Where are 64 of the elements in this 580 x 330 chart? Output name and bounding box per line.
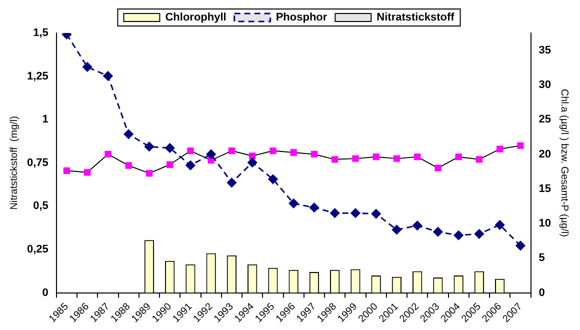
y-tick-label: 0,5 (33, 200, 48, 212)
legend-label: Chlorophyll (165, 12, 226, 24)
point (228, 147, 236, 154)
point (84, 169, 91, 176)
point (268, 174, 278, 184)
y2-tick-label: 5 (538, 252, 545, 264)
y2-axis-title: Chl.a (µg/l ) bzw. Gesamt-P (µg/l) (558, 88, 570, 237)
point (186, 160, 196, 170)
point (124, 129, 134, 139)
point (82, 62, 92, 72)
point (309, 202, 319, 212)
point (310, 150, 318, 158)
y-tick-label: 0,25 (26, 244, 48, 256)
point (516, 240, 526, 250)
point (103, 71, 113, 81)
point (270, 147, 276, 154)
legend-label: Nitratstickstoff (376, 12, 455, 24)
point (352, 155, 359, 162)
y-tick-label: 1,25 (26, 70, 48, 82)
y-tick-label: 0,75 (26, 156, 48, 169)
legend-label: Phosphor (276, 12, 328, 24)
point (288, 198, 298, 208)
y2-tick-label: 10 (538, 218, 552, 230)
point (330, 208, 340, 218)
point (414, 154, 421, 160)
point (372, 154, 380, 160)
point (371, 209, 381, 219)
point (165, 143, 175, 153)
y2-tick-label: 20 (538, 148, 552, 160)
point (350, 208, 360, 218)
y-tick-label: 1,5 (33, 27, 48, 40)
point (496, 146, 504, 152)
point (146, 170, 153, 177)
point (187, 147, 194, 154)
point (393, 155, 400, 162)
point (206, 149, 216, 159)
point (249, 152, 256, 160)
y2-tick-label: 30 (538, 78, 552, 91)
point (454, 230, 464, 240)
point (433, 227, 443, 237)
y2-tick-label: 25 (538, 114, 552, 126)
point (226, 178, 236, 188)
y2-tick-label: 15 (538, 182, 552, 195)
point (248, 158, 258, 168)
point (434, 164, 442, 172)
point (476, 156, 483, 163)
point (144, 142, 154, 152)
y2-tick-label: 0 (538, 286, 545, 299)
point (412, 220, 422, 230)
point (332, 156, 338, 163)
point (104, 150, 112, 158)
point (290, 149, 297, 156)
y-axis-title: Nitratstickstoff (mg/l) (8, 116, 20, 210)
point (125, 162, 132, 169)
point (392, 224, 402, 234)
y-tick-label: 1 (42, 114, 48, 126)
y2-tick-label: 35 (538, 44, 552, 56)
point (455, 154, 462, 160)
point (474, 229, 484, 239)
point (517, 142, 524, 149)
point (166, 161, 174, 168)
y-tick-label: 0 (42, 286, 48, 299)
point (63, 167, 70, 174)
point (495, 220, 505, 230)
